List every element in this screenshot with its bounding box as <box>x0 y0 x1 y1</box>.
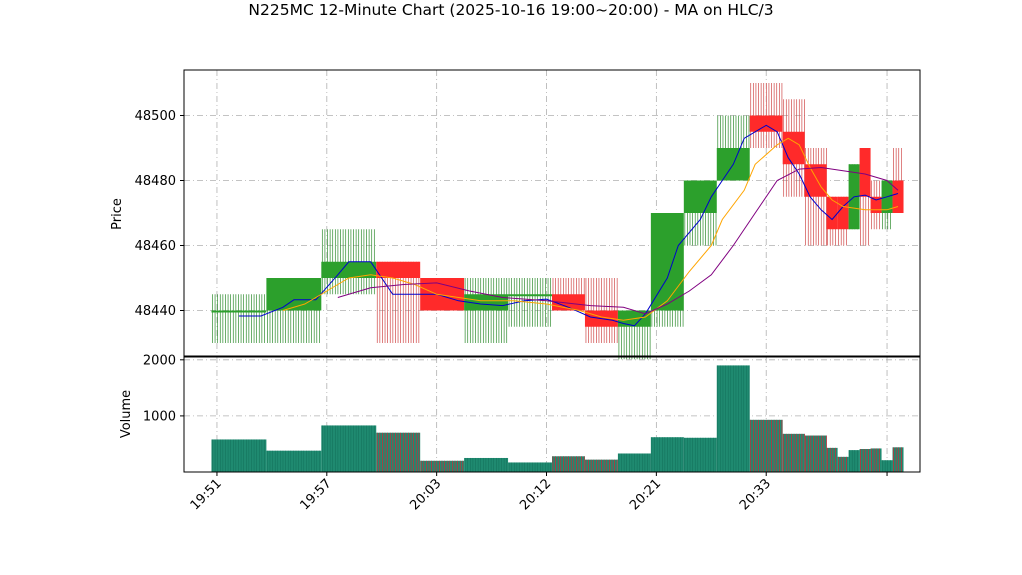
candle-body <box>782 131 805 165</box>
volume-bar <box>266 450 322 472</box>
price-bodies <box>211 115 904 327</box>
price-tick-label: 48480 <box>135 174 176 189</box>
candle-body <box>650 213 684 311</box>
volume-bars <box>211 365 904 472</box>
volume-bar <box>837 456 849 472</box>
volume-bar-fill <box>848 450 860 472</box>
volume-bar <box>552 456 585 472</box>
volume-bar <box>804 435 827 472</box>
volume-bar <box>376 432 421 472</box>
volume-bar <box>321 425 377 472</box>
volume-bar <box>617 453 651 472</box>
price-axis-label: Price <box>110 198 125 230</box>
volume-bar <box>211 439 267 472</box>
volume-grid <box>184 357 920 472</box>
x-tick-label: 20:03 <box>407 476 444 513</box>
candle-body <box>464 294 509 311</box>
volume-y-axis: 1000 2000 <box>143 353 184 424</box>
volume-bar <box>716 365 750 472</box>
volume-tick-label: 2000 <box>143 353 176 368</box>
volume-axis-label: Volume <box>119 390 134 438</box>
x-tick-label: 20:21 <box>627 476 664 513</box>
volume-bar-fill <box>859 449 871 472</box>
price-panel-frame <box>183 69 921 357</box>
price-y-axis: 48440 48460 48480 48500 <box>135 109 184 319</box>
volume-bar <box>826 447 838 472</box>
volume-bar-fill <box>837 456 849 472</box>
volume-bar <box>782 433 805 472</box>
candle-body <box>892 180 904 213</box>
price-wicks <box>212 83 902 360</box>
volume-bar <box>508 462 552 472</box>
volume-bar-fill <box>266 450 322 472</box>
x-axis: 19:51 19:57 20:03 20:12 20:21 20:33 <box>188 472 888 513</box>
volume-bar <box>683 437 717 472</box>
x-tick-label: 19:57 <box>298 476 335 513</box>
price-grid <box>184 70 920 356</box>
volume-bar <box>859 449 871 472</box>
volume-bar <box>584 459 618 472</box>
x-tick-label: 19:51 <box>188 476 225 513</box>
candle-body <box>211 310 267 313</box>
volume-bar <box>420 460 465 472</box>
candle-body <box>321 261 377 278</box>
volume-bar <box>464 457 509 472</box>
x-tick-label: 20:33 <box>737 476 774 513</box>
volume-bar <box>892 447 904 472</box>
volume-panel-frame <box>183 356 921 473</box>
candle-body <box>266 278 322 311</box>
volume-bar <box>870 448 882 472</box>
price-tick-label: 48460 <box>135 239 176 254</box>
volume-bar-fill <box>892 447 904 472</box>
volume-bar-fill <box>826 447 838 472</box>
chart-title: N225MC 12-Minute Chart (2025-10-16 19:00… <box>248 1 774 19</box>
candle-wick <box>212 294 265 343</box>
candle-body <box>749 115 783 132</box>
price-tick-label: 48500 <box>135 109 176 124</box>
volume-bar-fill <box>870 448 882 472</box>
moving-average-lines <box>238 124 899 327</box>
volume-bar <box>881 460 893 472</box>
volume-tick-label: 1000 <box>143 409 176 424</box>
volume-bar <box>749 419 783 472</box>
candle-body <box>804 164 827 197</box>
volume-bar <box>650 437 684 472</box>
candle-body <box>859 148 871 197</box>
volume-bar-fill <box>321 425 377 472</box>
x-tick-label: 20:12 <box>517 476 554 513</box>
price-tick-label: 48440 <box>135 304 176 319</box>
candle-body <box>837 196 849 230</box>
candle-body <box>376 261 421 278</box>
candle-body <box>508 294 552 297</box>
candle-body <box>870 196 882 213</box>
ma-line-mid <box>282 137 899 321</box>
volume-bar <box>848 450 860 472</box>
ma-line-slow <box>337 166 899 315</box>
volume-bar-fill <box>211 439 267 472</box>
volume-bar-fill <box>881 460 893 472</box>
candle-body <box>826 196 838 230</box>
